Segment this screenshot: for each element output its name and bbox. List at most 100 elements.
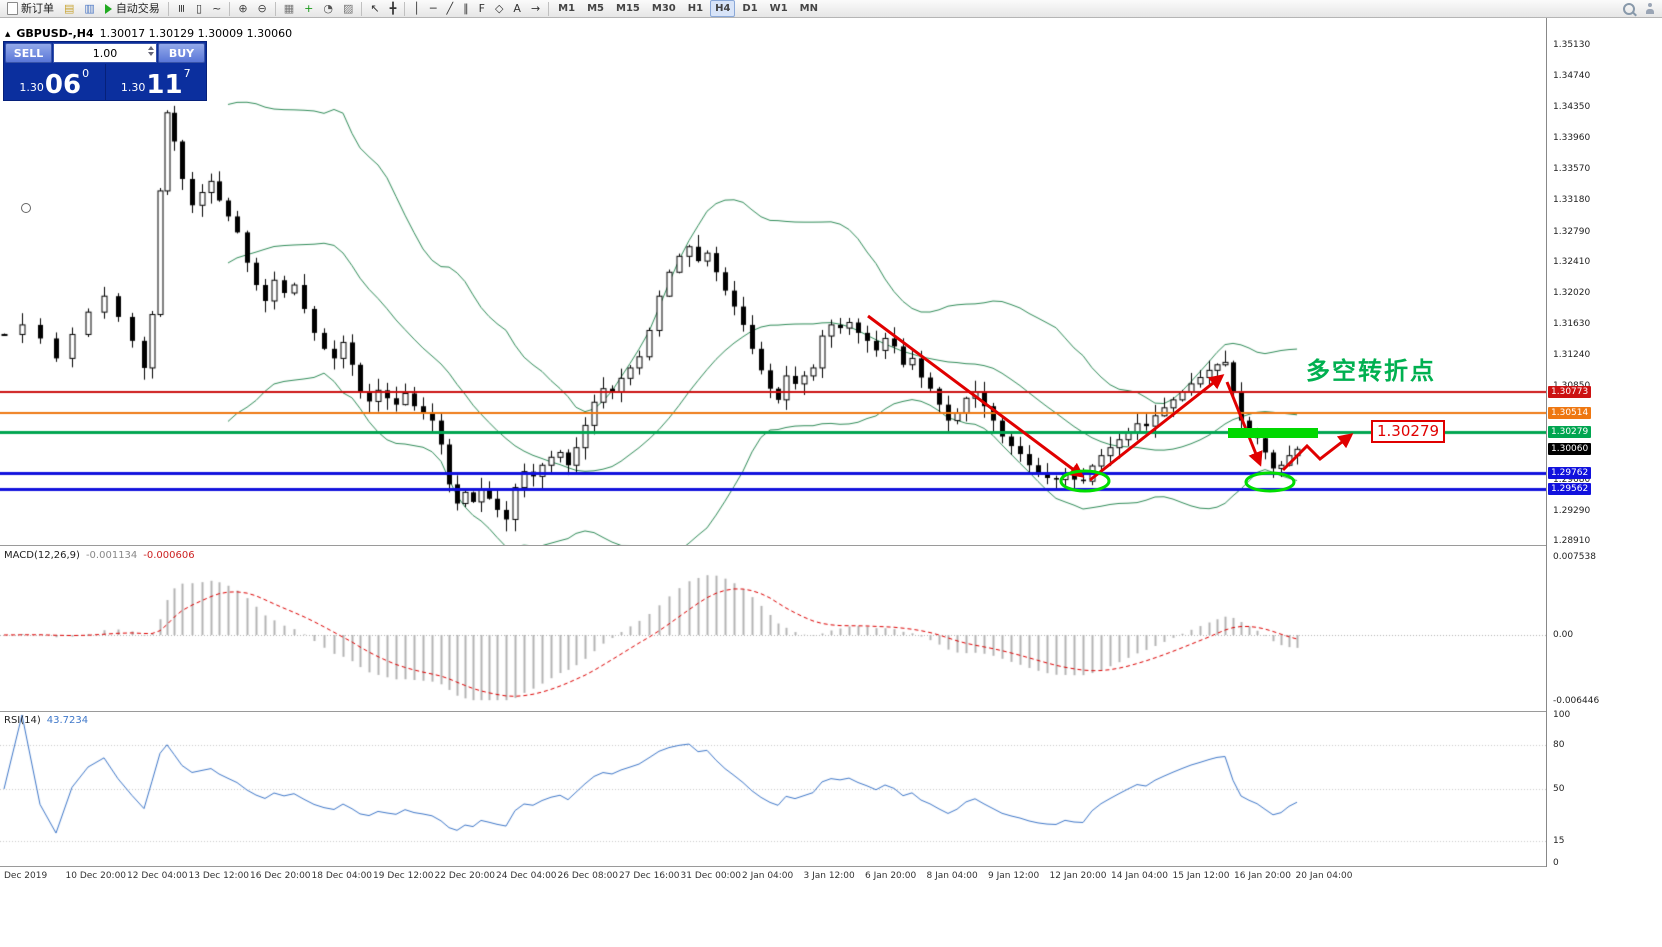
periods-button[interactable]: ◔ <box>319 0 337 17</box>
support-zone-highlight[interactable] <box>1228 428 1318 438</box>
price-line-badge: 1.30773 <box>1548 386 1592 399</box>
horizontal-line-icon: ─ <box>429 2 437 15</box>
price-callout-label[interactable]: 1.30279 <box>1371 420 1446 443</box>
zoom-in-button[interactable]: ⊕ <box>234 0 251 17</box>
toolbar-separator <box>167 1 169 16</box>
macd-panel-canvas[interactable] <box>0 546 1546 711</box>
reversal-circle-2[interactable] <box>1244 471 1296 493</box>
crosshair-icon: ╋ <box>389 2 397 15</box>
time-axis[interactable]: Dec 2019 10 Dec 20:00 12 Dec 04:00 13 Dec 1… <box>0 867 1662 891</box>
timeframe-h4-button[interactable]: H4 <box>710 0 736 17</box>
market-watch-icon: ▤ <box>64 2 75 15</box>
arrow-tool-button[interactable]: → <box>527 0 544 17</box>
candlestick-chart-button[interactable]: ▯ <box>192 0 206 17</box>
time-axis-label: 10 Dec 20:00 <box>65 871 127 881</box>
indicators-button[interactable]: + <box>300 0 317 17</box>
timeframe-m15-button[interactable]: M15 <box>616 3 640 14</box>
vertical-line-icon: │ <box>413 2 420 15</box>
volume-spinner[interactable] <box>148 46 154 56</box>
panel-separator[interactable] <box>0 866 1662 867</box>
one-click-trading-panel: SELL 1.00 BUY 1.30 06 0 1.30 11 7 <box>3 41 207 101</box>
line-chart-icon: ~ <box>212 2 222 15</box>
price-tick-label: 1.31630 <box>1553 319 1591 330</box>
vertical-line-button[interactable]: │ <box>409 0 424 17</box>
autotrading-button[interactable]: 自动交易 <box>101 0 164 17</box>
spinner-down-icon[interactable] <box>148 52 154 56</box>
zoom-out-icon: ⊖ <box>257 2 267 15</box>
tile-windows-icon: ▦ <box>283 2 295 15</box>
main-chart-canvas[interactable] <box>0 18 1546 545</box>
forecast-zigzag-arrow[interactable] <box>1281 433 1354 472</box>
channel-button[interactable]: ∥ <box>459 0 473 17</box>
shapes-button[interactable]: ◇ <box>491 0 507 17</box>
price-scale[interactable]: 1.35130 1.34740 1.34350 1.33960 1.33570 1.331… <box>1546 18 1662 868</box>
trend-arrow-down-2[interactable] <box>1225 381 1263 467</box>
price-tick-label: 1.34740 <box>1553 71 1591 82</box>
time-axis-label: 12 Dec 04:00 <box>127 871 188 881</box>
rsi-panel-canvas[interactable] <box>0 712 1546 866</box>
trendline-button[interactable]: ╱ <box>442 0 457 17</box>
fibonacci-button[interactable]: F <box>475 0 489 17</box>
reversal-circle-1[interactable] <box>1059 469 1111 493</box>
timeframe-d1-button[interactable]: D1 <box>742 3 758 14</box>
spinner-up-icon[interactable] <box>148 46 154 50</box>
bar-chart-icon: ≡ <box>174 3 188 14</box>
macd-value-1: -0.001134 <box>85 550 138 561</box>
new-order-button[interactable]: 新订单 <box>3 0 58 17</box>
fibonacci-icon: F <box>478 2 485 15</box>
panel-separator[interactable] <box>0 711 1662 712</box>
timeframe-m1-button[interactable]: M1 <box>558 3 576 14</box>
chart-object-circle[interactable] <box>21 203 31 213</box>
time-axis-label: 13 Dec 12:00 <box>188 871 250 881</box>
trend-arrow-down-1[interactable] <box>867 314 1085 478</box>
shapes-icon: ◇ <box>494 2 504 15</box>
timeframe-h1-button[interactable]: H1 <box>687 3 704 14</box>
timeframe-m5-button[interactable]: M5 <box>587 3 604 14</box>
turning-point-annotation[interactable]: 多空转折点 <box>1306 357 1436 385</box>
text-button[interactable]: A <box>509 0 525 17</box>
community-icon-button[interactable] <box>1641 0 1659 17</box>
periods-icon: ◔ <box>323 2 333 15</box>
tile-windows-button[interactable]: ▦ <box>280 0 298 17</box>
trend-arrow-up-1[interactable] <box>1089 374 1225 482</box>
time-axis-label: 15 Jan 12:00 <box>1172 871 1230 881</box>
channel-icon: ∥ <box>463 2 469 15</box>
market-watch-button[interactable]: ▤ <box>60 0 78 17</box>
ask-price-display[interactable]: 1.30 11 7 <box>106 64 207 100</box>
crosshair-button[interactable]: ╋ <box>386 0 401 17</box>
toolbar-separator <box>361 1 363 16</box>
horizontal-line-button[interactable]: ─ <box>426 0 441 17</box>
timeframe-m30-button[interactable]: M30 <box>651 3 676 14</box>
time-axis-label: 31 Dec 00:00 <box>680 871 742 881</box>
navigator-button[interactable]: ▥ <box>80 0 98 17</box>
timeframe-w1-button[interactable]: W1 <box>769 3 788 14</box>
bid-price-display[interactable]: 1.30 06 0 <box>4 64 105 100</box>
macd-name: MACD(12,26,9) <box>4 550 80 561</box>
rsi-name: RSI(14) <box>4 715 41 726</box>
templates-button[interactable]: ▨ <box>339 0 357 17</box>
cursor-button[interactable]: ↖ <box>366 0 383 17</box>
timeframe-mn-button[interactable]: MN <box>799 3 818 14</box>
price-tick-label: 1.29680 <box>1553 474 1591 485</box>
sell-button[interactable]: SELL <box>5 43 52 63</box>
search-icon-button[interactable] <box>1619 0 1639 17</box>
bar-chart-button[interactable]: ≡ <box>173 0 190 17</box>
buy-button[interactable]: BUY <box>158 43 205 63</box>
panel-separator[interactable] <box>0 545 1662 546</box>
new-order-button-label: 新订单 <box>21 2 54 15</box>
zoom-out-button[interactable]: ⊖ <box>254 0 271 17</box>
volume-field[interactable]: 1.00 <box>53 43 157 63</box>
cursor-icon: ↖ <box>370 2 380 15</box>
collapse-triangle-icon[interactable]: ▲ <box>5 29 11 38</box>
time-axis-label: 6 Jan 20:00 <box>865 871 917 881</box>
time-axis-label: 26 Dec 08:00 <box>557 871 619 881</box>
line-chart-button[interactable]: ~ <box>208 0 225 17</box>
time-axis-label: Dec 2019 <box>4 871 48 881</box>
price-tick-label: 1.35130 <box>1553 40 1591 50</box>
time-axis-label: 16 Jan 20:00 <box>1234 871 1291 881</box>
rsi-scale-label: 15 <box>1553 835 1565 846</box>
bid-big: 06 <box>44 70 82 100</box>
trendline-icon: ╱ <box>446 2 454 15</box>
rsi-value: 43.7234 <box>46 715 89 726</box>
